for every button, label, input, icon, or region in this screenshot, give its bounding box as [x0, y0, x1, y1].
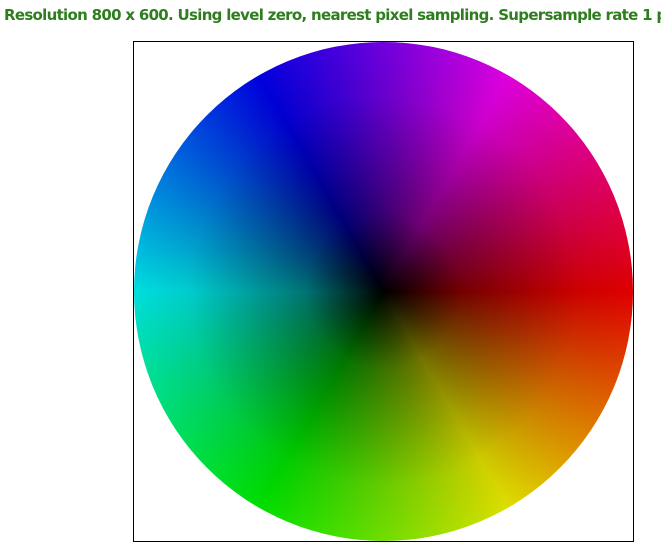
status-line: Resolution 800 x 600. Using level zero, … [4, 6, 661, 24]
wheel-center-shading [134, 42, 633, 541]
render-viewport[interactable] [133, 41, 634, 542]
